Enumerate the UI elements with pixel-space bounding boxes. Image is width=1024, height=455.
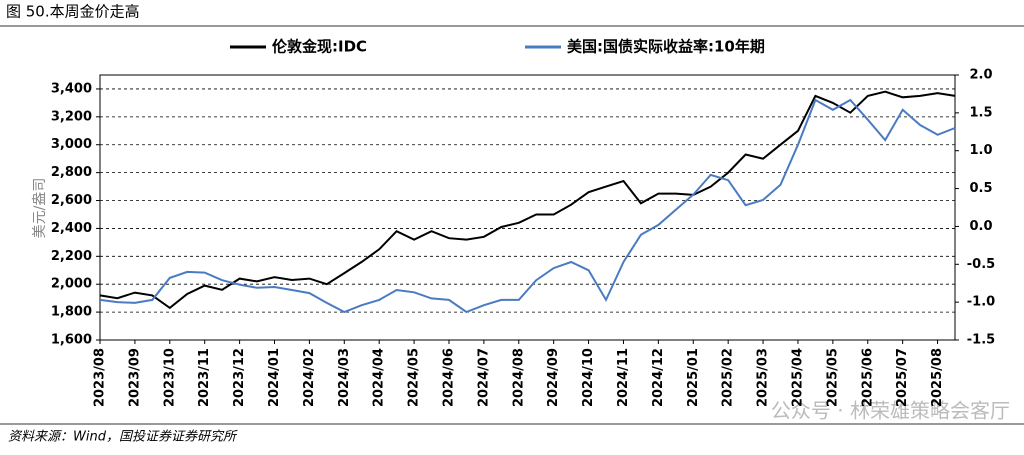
x-tick-label: 2024/12 bbox=[651, 348, 666, 407]
y2-tick-label: 1.0 bbox=[969, 143, 992, 158]
x-tick-label: 2024/07 bbox=[476, 348, 491, 407]
x-tick-label: 2023/08 bbox=[93, 348, 108, 407]
y-tick-label: 1,800 bbox=[51, 305, 92, 320]
x-tick-label: 2024/02 bbox=[302, 348, 317, 407]
x-tick-label: 2025/05 bbox=[825, 348, 840, 407]
x-tick-label: 2024/01 bbox=[267, 348, 282, 407]
x-tick-label: 2024/11 bbox=[616, 348, 631, 407]
chart-title: 图 50.本周金价走高 bbox=[6, 3, 140, 21]
y-tick-label: 3,000 bbox=[51, 137, 92, 152]
y2-tick-label: 2.0 bbox=[969, 68, 992, 83]
source: 资料来源：Wind，国投证券证券研究所 bbox=[8, 429, 238, 445]
y-tick-label: 3,200 bbox=[51, 109, 92, 124]
x-tick-label: 2025/08 bbox=[930, 348, 945, 407]
y2-tick-label: -0.5 bbox=[967, 257, 995, 272]
x-tick-label: 2024/05 bbox=[407, 348, 422, 407]
y2-tick-label: -1.5 bbox=[967, 333, 995, 348]
y-axis-label: 美元/盎司 bbox=[32, 178, 48, 239]
x-tick-label: 2023/09 bbox=[127, 348, 142, 407]
y2-tick-label: 0.5 bbox=[969, 181, 992, 196]
x-tick-label: 2024/06 bbox=[441, 348, 456, 407]
y-tick-label: 2,400 bbox=[51, 221, 92, 236]
y-tick-label: 1,600 bbox=[51, 333, 92, 348]
x-tick-label: 2025/07 bbox=[895, 348, 910, 407]
y2-tick-label: 1.5 bbox=[969, 105, 992, 120]
x-tick-label: 2024/03 bbox=[337, 348, 352, 407]
y2-tick-label: -1.0 bbox=[967, 295, 995, 310]
watermark: 公众号 · 林荣雄策略会客厅 bbox=[771, 399, 1010, 423]
x-tick-label: 2025/06 bbox=[860, 348, 875, 407]
series-line bbox=[99, 90, 956, 310]
x-tick-label: 2024/10 bbox=[581, 348, 596, 407]
legend-label: 伦敦金现:IDC bbox=[272, 38, 367, 56]
legend-label: 美国:国债实际收益率:10年期 bbox=[567, 38, 765, 56]
y-tick-label: 3,400 bbox=[51, 81, 92, 96]
y-tick-label: 2,600 bbox=[51, 193, 92, 208]
plot-frame bbox=[99, 74, 956, 341]
x-tick-label: 2024/08 bbox=[511, 348, 526, 407]
x-tick-label: 2024/09 bbox=[546, 348, 561, 407]
x-tick-label: 2025/01 bbox=[686, 348, 701, 407]
y-tick-label: 2,800 bbox=[51, 165, 92, 180]
x-tick-label: 2023/11 bbox=[197, 348, 212, 407]
x-tick-label: 2025/02 bbox=[721, 348, 736, 407]
x-tick-label: 2024/04 bbox=[372, 348, 387, 407]
y2-tick-label: 0.0 bbox=[969, 219, 992, 234]
x-tick-label: 2025/03 bbox=[756, 348, 771, 407]
y-tick-label: 2,200 bbox=[51, 249, 92, 264]
y-tick-label: 2,000 bbox=[51, 277, 92, 292]
series-line bbox=[99, 98, 956, 314]
x-tick-label: 2023/12 bbox=[232, 348, 247, 407]
x-tick-label: 2025/04 bbox=[790, 348, 805, 407]
x-tick-label: 2023/10 bbox=[162, 348, 177, 407]
